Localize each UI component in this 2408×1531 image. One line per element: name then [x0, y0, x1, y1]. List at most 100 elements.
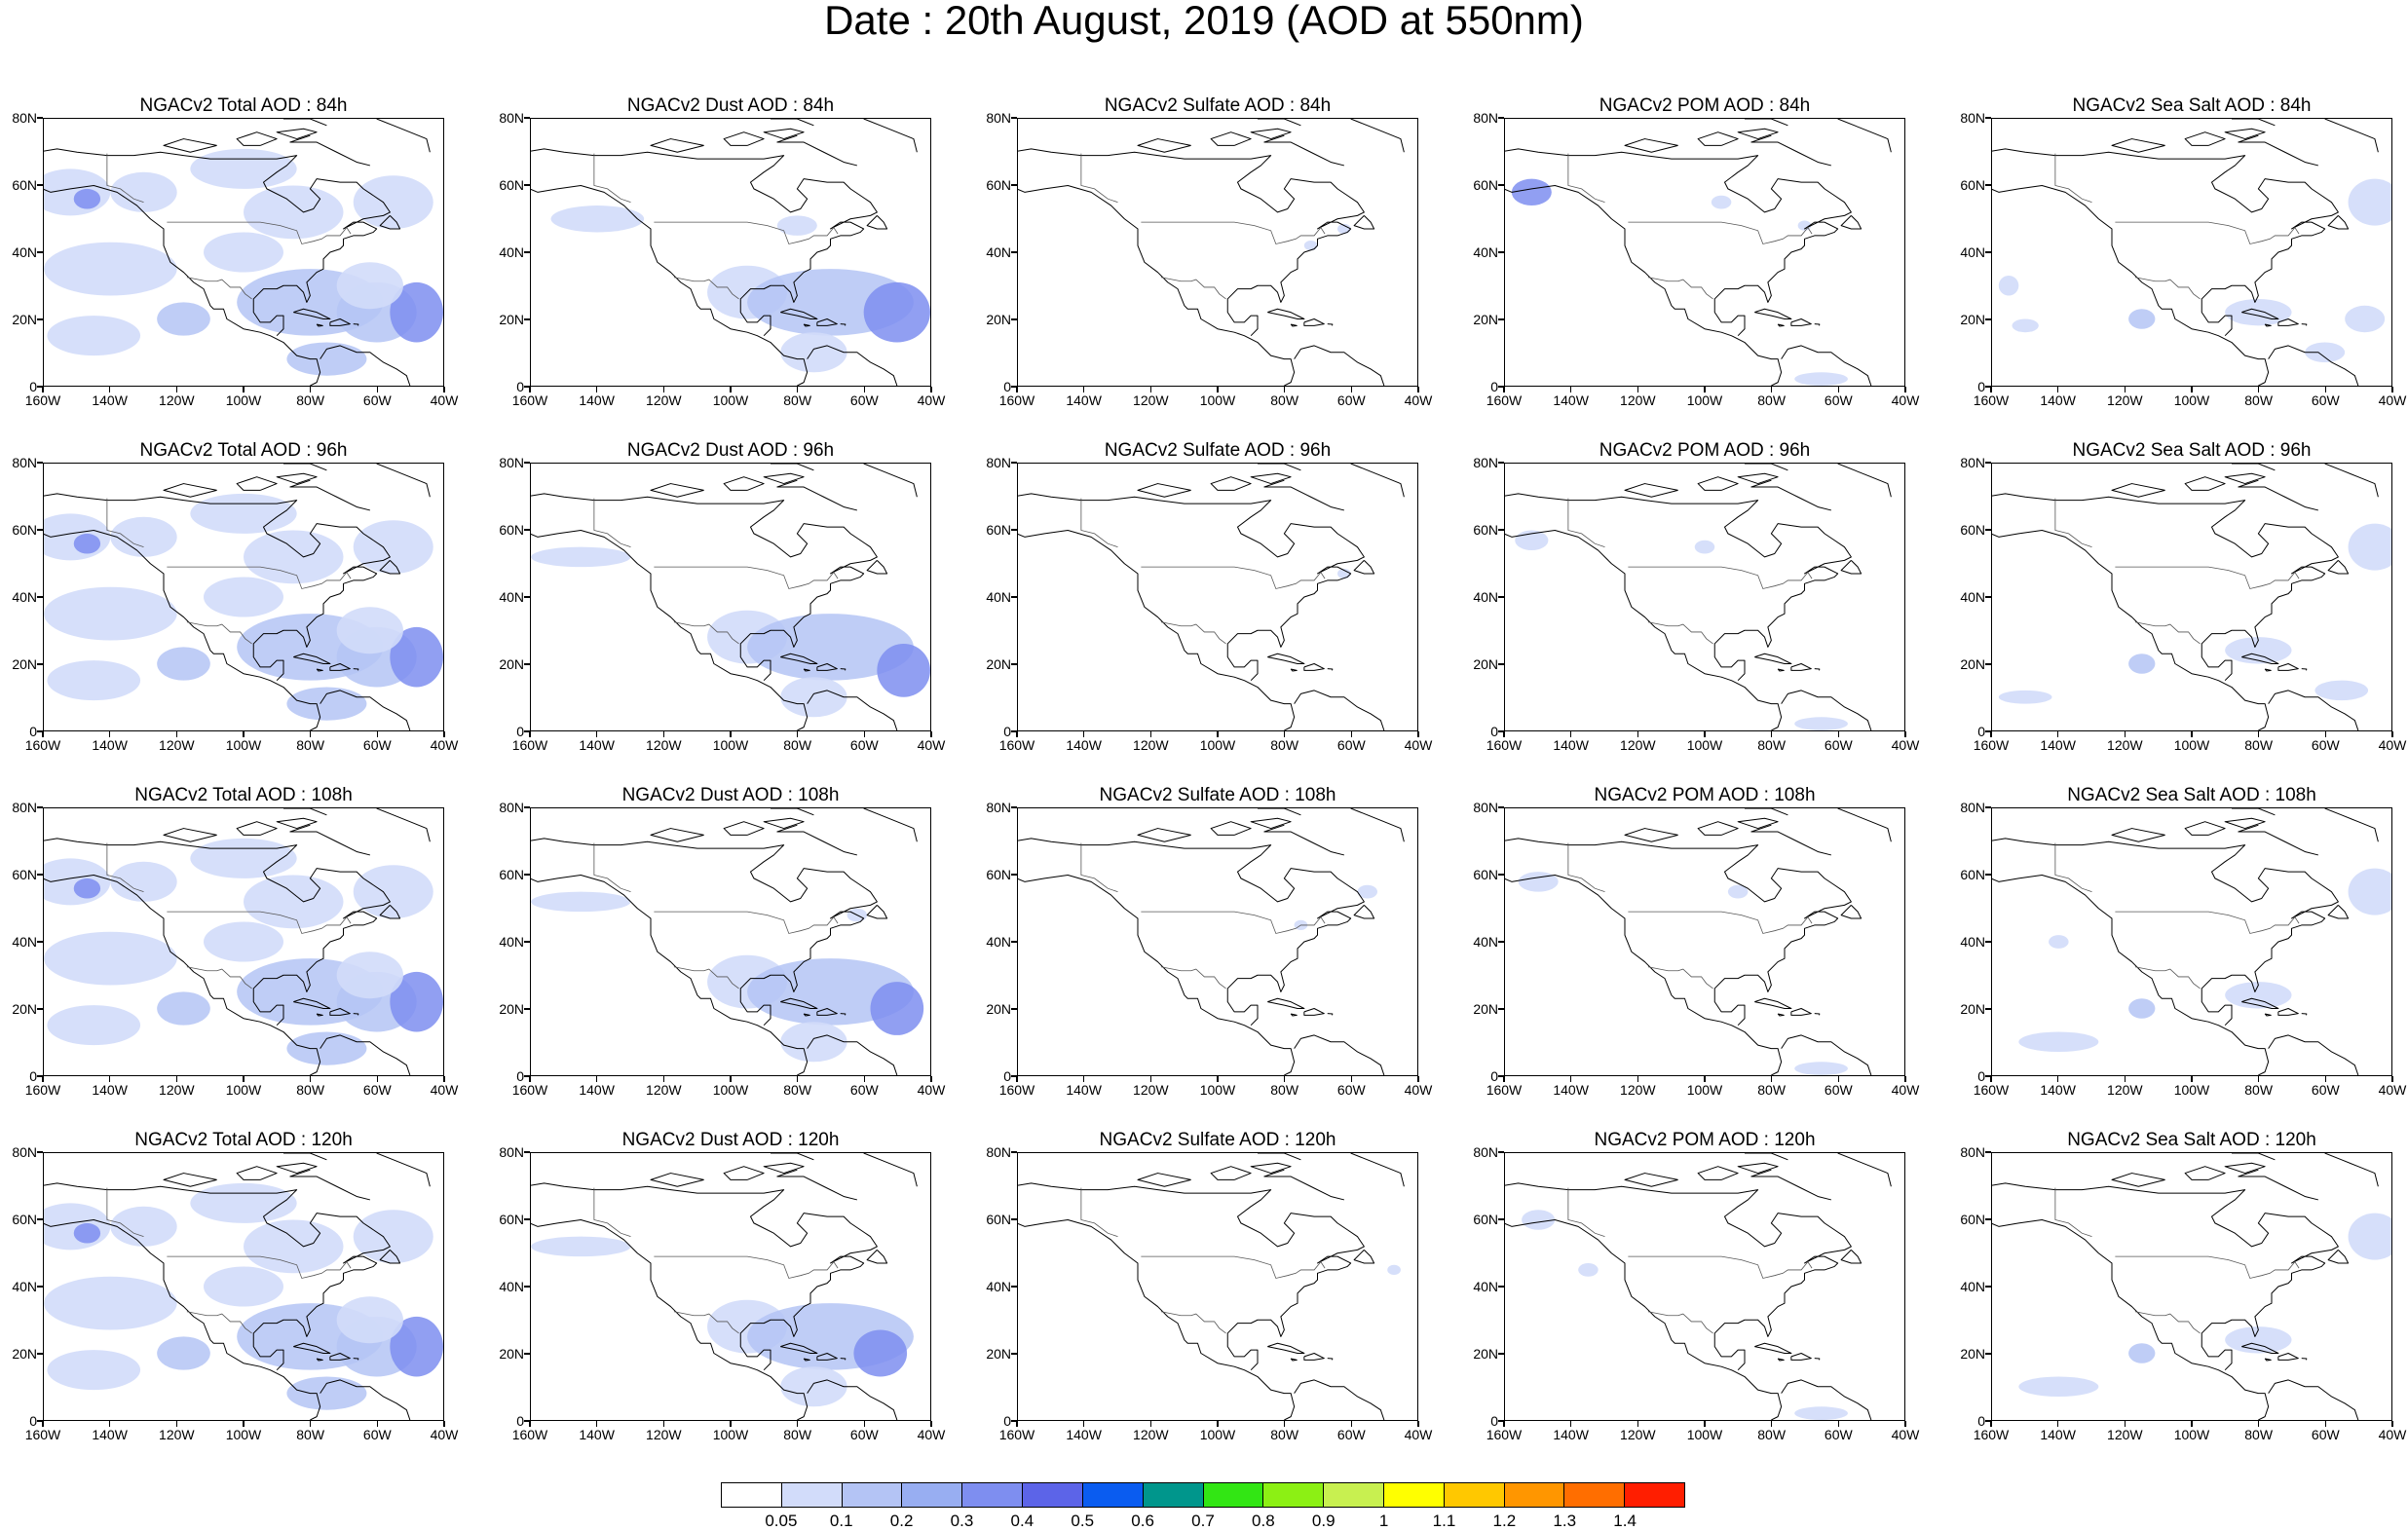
coastline [2277, 1353, 2299, 1361]
lon-tick [930, 731, 932, 737]
lon-tick [1990, 1076, 1992, 1082]
coastline [1790, 663, 1812, 671]
coastline [2224, 817, 2266, 830]
lat-tick [1985, 1151, 1991, 1153]
coastline [1790, 1008, 1812, 1016]
coastline [2238, 824, 2318, 856]
coastline [293, 997, 331, 1009]
lon-tick-label: 60W [1336, 1082, 1366, 1098]
lon-tick-label: 60W [849, 1427, 879, 1442]
coastline [236, 131, 278, 146]
coastline [44, 493, 391, 682]
lat-tick [1498, 1286, 1504, 1288]
coastline [1777, 668, 1785, 672]
lon-tick-label: 120W [1620, 1427, 1656, 1442]
lat-tick-label: 20N [986, 1346, 1011, 1362]
coastline [1992, 148, 2339, 337]
lon-tick [930, 387, 932, 392]
aod-map [44, 808, 443, 1075]
aod-shading [1337, 568, 1351, 579]
lon-tick [1990, 731, 1992, 737]
map-panel: NGACv2 Sea Salt AOD : 120h 80N 60N 40N 20N 0 1… [1948, 1130, 2408, 1471]
lon-tick-label: 60W [1824, 737, 1853, 753]
aod-shading [44, 242, 177, 296]
panel-title: NGACv2 Dust AOD : 84h [626, 95, 835, 116]
aod-shading [244, 1219, 344, 1274]
lon-tick [2056, 387, 2059, 392]
lon-tick [175, 1076, 178, 1082]
coastline [2224, 472, 2266, 485]
aod-shading [2128, 653, 2156, 674]
aod-shading [747, 614, 914, 681]
lon-tick-label: 120W [2107, 392, 2143, 408]
coastline [1992, 530, 2270, 730]
lat-tick-label: 0 [1977, 1413, 1985, 1429]
country-border [654, 221, 839, 244]
coastline [329, 1008, 351, 1016]
lat-tick-label: 40N [1473, 589, 1498, 605]
coastline [1750, 1169, 1831, 1201]
lon-tick-label: 60W [1824, 1427, 1853, 1442]
lon-tick-label: 160W [1973, 1082, 2010, 1098]
lon-tick [2056, 731, 2059, 737]
lat-tick [1011, 1008, 1017, 1010]
coastline [2231, 119, 2276, 127]
country-border [186, 277, 252, 300]
lon-tick-label: 100W [225, 392, 262, 408]
coastline [316, 668, 323, 672]
country-border [1567, 153, 1605, 204]
lat-tick-label: 0 [1003, 724, 1011, 739]
coastline [44, 1219, 321, 1420]
coastline [1744, 808, 1788, 816]
lon-tick-label: 100W [1199, 392, 1236, 408]
aod-shading [1794, 717, 1848, 730]
coastline [293, 308, 331, 319]
coastline [1814, 668, 1821, 671]
country-border [2054, 153, 2092, 204]
coastline [650, 483, 704, 498]
lat-tick-label: 0 [1977, 379, 1985, 394]
coastline [2238, 479, 2318, 511]
lat-tick-label: 80N [499, 800, 524, 815]
coastline [282, 464, 327, 471]
lat-tick [1985, 941, 1991, 943]
aod-shading [190, 838, 297, 878]
lat-tick-label: 20N [1960, 656, 1985, 672]
country-border [2115, 1255, 2300, 1279]
lat-tick-label: 40N [12, 589, 37, 605]
lat-tick-label: 40N [12, 244, 37, 260]
colorbar-label: 1.4 [1613, 1512, 1637, 1530]
coastline [803, 323, 810, 327]
lat-tick [1985, 117, 1991, 119]
lat-tick-label: 60N [1960, 867, 1985, 882]
lat-tick [1498, 596, 1504, 598]
coastline [1350, 808, 1405, 842]
aod-shading [336, 952, 403, 999]
coastline [1814, 1358, 1821, 1361]
lat-tick [1011, 730, 1017, 732]
lon-tick [2324, 1421, 2327, 1427]
coastline [2327, 905, 2350, 919]
lat-tick-label: 20N [986, 656, 1011, 672]
lat-tick-label: 0 [516, 379, 524, 394]
aod-shading [204, 921, 283, 962]
lat-tick-label: 0 [1003, 379, 1011, 394]
lat-tick-label: 60N [1473, 522, 1498, 538]
lon-tick-label: 160W [1486, 1082, 1523, 1098]
coastline [2241, 653, 2279, 664]
coastline [1294, 1034, 1385, 1075]
lon-tick-label: 160W [1486, 392, 1523, 408]
lon-tick-label: 100W [712, 1082, 749, 1098]
lon-tick [1770, 1421, 1773, 1427]
coastline [723, 821, 765, 836]
lon-tick [1569, 731, 1572, 737]
lon-tick [1837, 1076, 1840, 1082]
map-frame [530, 118, 931, 387]
coastline [650, 1173, 704, 1187]
aod-shading [336, 607, 403, 654]
lat-tick [524, 806, 530, 808]
colorbar-label: 1 [1378, 1512, 1389, 1530]
country-border [1567, 1187, 1605, 1238]
colorbar-swatch [1143, 1483, 1204, 1507]
coastline [816, 318, 838, 326]
